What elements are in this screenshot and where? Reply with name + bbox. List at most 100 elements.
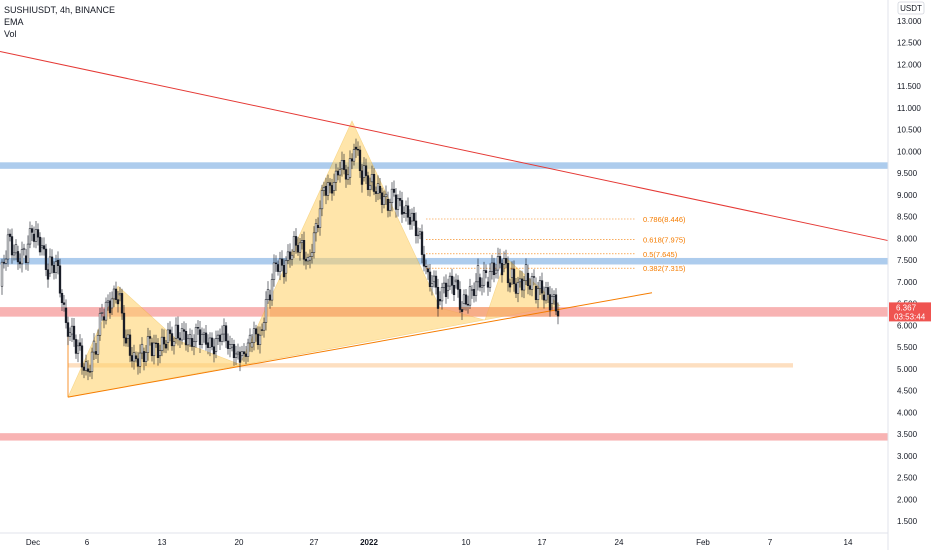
candle-body: [74, 339, 78, 354]
candle-body: [34, 229, 38, 242]
y-tick-label: 9.000: [897, 191, 918, 200]
candle-body: [102, 316, 106, 321]
candle-body: [294, 236, 298, 246]
candle-body: [396, 198, 400, 210]
candle-body: [510, 268, 514, 278]
candle-body: [158, 350, 162, 357]
candle-body: [392, 188, 396, 193]
candle-body: [536, 288, 540, 300]
candle-body: [222, 325, 226, 335]
candle-body: [276, 264, 280, 272]
candle-body: [308, 256, 312, 261]
candle-body: [126, 334, 130, 339]
candle-body: [374, 191, 378, 194]
candle-body: [480, 284, 484, 288]
candle-body: [422, 254, 426, 267]
candle-body: [248, 334, 252, 344]
candle-body: [534, 285, 538, 300]
candle-body: [100, 312, 104, 314]
candle-body: [240, 351, 244, 357]
candle-body: [166, 329, 170, 343]
candle-body: [366, 175, 370, 190]
candle-body: [490, 262, 494, 272]
candle-body: [420, 231, 424, 255]
candle-body: [478, 277, 482, 288]
price-axis-panel: [888, 0, 932, 550]
candle-body: [498, 256, 502, 264]
candle-body: [416, 234, 420, 237]
x-tick-label: 14: [844, 538, 853, 547]
candle-body: [450, 275, 454, 286]
candle-body: [550, 296, 554, 304]
candle-body: [54, 261, 58, 273]
candle-body: [72, 325, 76, 340]
candle-body: [96, 335, 100, 355]
candle-body: [434, 275, 438, 288]
candle-body: [88, 371, 92, 373]
candle-body: [268, 294, 272, 301]
candle-body: [110, 298, 114, 309]
candle-body: [306, 257, 310, 262]
y-tick-label: 4.000: [897, 408, 918, 417]
candle-body: [244, 353, 248, 357]
y-tick-label: 7.500: [897, 256, 918, 265]
candle-body: [176, 324, 180, 339]
y-tick-label: 5.000: [897, 365, 918, 374]
candle-body: [522, 280, 526, 291]
candle-body: [554, 294, 558, 312]
candle-body: [92, 340, 96, 353]
candle-body: [56, 259, 60, 266]
candle-body: [208, 337, 212, 348]
candle-body: [280, 258, 284, 266]
candle-body: [144, 352, 148, 362]
fib-label-3: 0.382(7.315): [643, 264, 686, 273]
candle-body: [270, 279, 274, 301]
candle-body: [382, 196, 386, 205]
candle-body: [312, 232, 316, 253]
candle-body: [448, 275, 452, 287]
candle-body: [46, 269, 50, 280]
y-tick-label: 5.500: [897, 343, 918, 352]
candle-body: [426, 268, 430, 273]
legend-symbol[interactable]: SUSHIUSDT, 4h, BINANCE: [4, 5, 116, 15]
x-tick-label: Dec: [26, 538, 40, 547]
candle-body: [170, 333, 174, 347]
candle-body: [412, 212, 416, 222]
candle-body: [44, 248, 48, 270]
candle-body: [492, 262, 496, 276]
candle-body: [262, 322, 266, 331]
candle-body: [152, 342, 156, 357]
candle-body: [64, 307, 68, 323]
candle-body: [108, 300, 112, 314]
candle-body: [520, 278, 524, 291]
candle-body: [18, 261, 22, 265]
candle-body: [310, 252, 314, 257]
candle-body: [444, 282, 448, 297]
candle-body: [296, 245, 300, 253]
candle-body: [284, 260, 288, 274]
legend-ema[interactable]: EMA: [4, 17, 24, 27]
candle-body: [22, 247, 26, 250]
candle-body: [326, 182, 330, 196]
candle-body: [198, 329, 202, 345]
candle-body: [238, 351, 242, 363]
candle-body: [124, 337, 128, 344]
candle-body: [458, 289, 462, 310]
candle-body: [148, 336, 152, 339]
candle-body: [274, 262, 278, 264]
candle-body: [466, 303, 470, 306]
legend-vol[interactable]: Vol: [4, 29, 17, 39]
candle-body: [344, 169, 348, 180]
candle-body: [470, 289, 474, 291]
candle-body: [406, 205, 410, 218]
candle-body: [194, 327, 198, 343]
candle-body: [62, 302, 66, 305]
candle-body: [224, 325, 228, 342]
candle-body: [94, 351, 98, 355]
y-tick-label: 13.000: [897, 17, 922, 26]
y-tick-label: 2.500: [897, 474, 918, 483]
candle-body: [178, 337, 182, 341]
candle-body: [376, 183, 380, 194]
y-tick-label: 1.500: [897, 517, 918, 526]
